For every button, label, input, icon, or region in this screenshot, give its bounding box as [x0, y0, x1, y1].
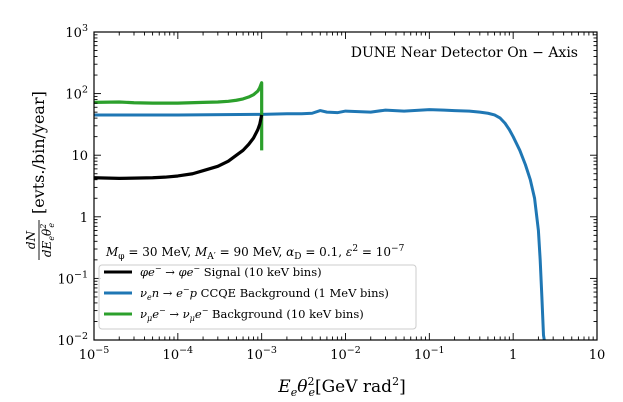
x-tick-label: 1	[509, 348, 517, 363]
y-title-denominator: dEeθ2e	[39, 223, 56, 258]
x-tick-label: 10−2	[330, 345, 361, 363]
y-tick-label: 103	[65, 23, 88, 41]
y-tick-label: 10−1	[57, 269, 88, 287]
parameter-annotation: Mφ = 30 MeV, MA′ = 90 MeV, αD = 0.1, ε2 …	[105, 244, 405, 262]
series-line-2	[94, 108, 546, 340]
x-tick-label: 10−1	[414, 345, 445, 363]
legend-label-3: νμe− → νμe− Background (10 keV bins)	[140, 306, 364, 323]
x-tick-label: 10	[589, 348, 606, 363]
y-title-numerator: dN	[24, 230, 38, 249]
series-lines	[94, 81, 546, 340]
legend-box	[98, 264, 417, 330]
x-tick-label: 10−5	[79, 345, 110, 363]
y-tick-label: 1	[80, 211, 88, 226]
axis-ticks	[93, 31, 598, 341]
y-title-units: [evts./bin/year]	[29, 91, 48, 214]
axis-tick-labels: 10−5 10−4 10−3 10−2 10−1 1 10 10−2 10−1 1 10 102 103	[57, 23, 605, 363]
legend-label-1: φe− → φe− Signal (10 keV bins)	[140, 264, 322, 279]
series-line-1	[94, 114, 264, 181]
y-tick-label: 102	[65, 85, 88, 103]
x-tick-label: 10−3	[246, 345, 277, 363]
y-tick-label: 10−2	[57, 331, 88, 349]
series-line-3	[94, 81, 264, 151]
chart-title: DUNE Near Detector On − Axis	[351, 45, 578, 61]
y-tick-label: 10	[71, 149, 88, 164]
y-axis-title: dN dEeθ2e [evts./bin/year]	[24, 91, 56, 260]
legend: φe− → φe− Signal (10 keV bins) νen → e−p …	[98, 264, 417, 330]
x-axis-title: Eeθ2 e[GeV rad2]	[277, 375, 405, 399]
legend-label-2: νen → e−p CCQE Background (1 MeV bins)	[140, 285, 389, 302]
x-tick-label: 10−4	[163, 345, 194, 363]
